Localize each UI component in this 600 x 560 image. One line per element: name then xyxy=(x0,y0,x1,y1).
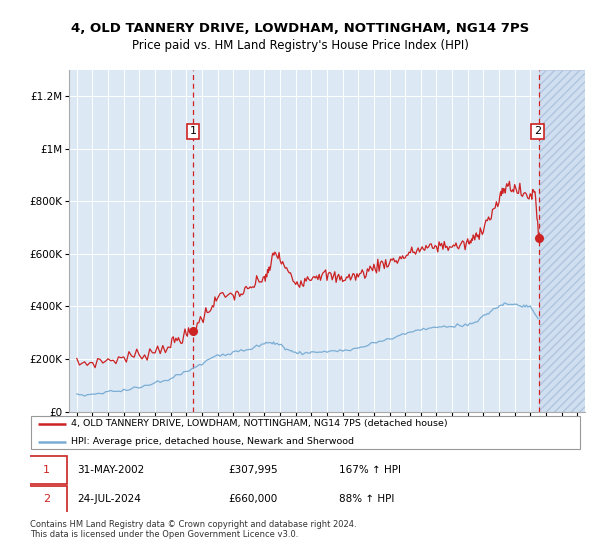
FancyBboxPatch shape xyxy=(26,486,67,514)
Text: 4, OLD TANNERY DRIVE, LOWDHAM, NOTTINGHAM, NG14 7PS (detached house): 4, OLD TANNERY DRIVE, LOWDHAM, NOTTINGHA… xyxy=(71,419,448,428)
Text: 88% ↑ HPI: 88% ↑ HPI xyxy=(339,494,394,505)
Text: 2: 2 xyxy=(43,494,50,505)
Text: 1: 1 xyxy=(43,465,50,475)
Text: 31-MAY-2002: 31-MAY-2002 xyxy=(77,465,144,475)
Text: 167% ↑ HPI: 167% ↑ HPI xyxy=(339,465,401,475)
Text: 2: 2 xyxy=(534,127,541,137)
FancyBboxPatch shape xyxy=(26,456,67,484)
Text: HPI: Average price, detached house, Newark and Sherwood: HPI: Average price, detached house, Newa… xyxy=(71,437,355,446)
FancyBboxPatch shape xyxy=(31,416,580,449)
Text: Contains HM Land Registry data © Crown copyright and database right 2024.
This d: Contains HM Land Registry data © Crown c… xyxy=(30,520,356,539)
Text: 1: 1 xyxy=(190,127,196,137)
Text: 24-JUL-2024: 24-JUL-2024 xyxy=(77,494,141,505)
Text: £307,995: £307,995 xyxy=(229,465,278,475)
Polygon shape xyxy=(539,70,585,412)
Text: Price paid vs. HM Land Registry's House Price Index (HPI): Price paid vs. HM Land Registry's House … xyxy=(131,39,469,52)
Text: 4, OLD TANNERY DRIVE, LOWDHAM, NOTTINGHAM, NG14 7PS: 4, OLD TANNERY DRIVE, LOWDHAM, NOTTINGHA… xyxy=(71,22,529,35)
Text: £660,000: £660,000 xyxy=(229,494,278,505)
